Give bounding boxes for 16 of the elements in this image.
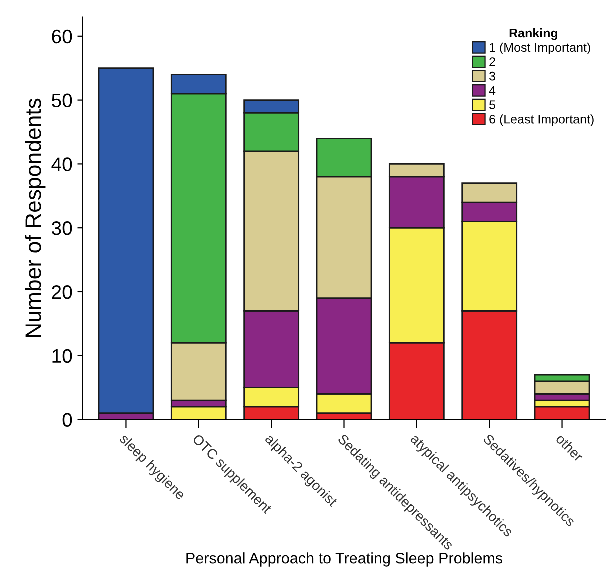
y-tick-label: 0 <box>62 413 72 427</box>
y-tick-label: 60 <box>52 30 72 44</box>
legend-label: 2 <box>490 58 496 66</box>
y-tick-label: 10 <box>52 349 72 364</box>
y-axis-title: Number of Respondents <box>25 98 46 338</box>
legend-label: 1 (Most Important) <box>490 42 590 55</box>
x-axis-title: Personal Approach to Treating Sleep Problems <box>186 552 503 567</box>
legend-label: 3 <box>490 72 496 81</box>
y-tick-label: 50 <box>52 94 72 108</box>
y-tick-label: 20 <box>52 285 72 300</box>
legend-label: 4 <box>489 86 496 95</box>
y-tick-label: 30 <box>52 222 72 236</box>
legend-title: Ranking <box>510 28 558 40</box>
y-tick-label: 40 <box>52 158 72 172</box>
legend-label: 6 (Least Important) <box>490 114 594 126</box>
legend-label: 5 <box>490 100 496 110</box>
